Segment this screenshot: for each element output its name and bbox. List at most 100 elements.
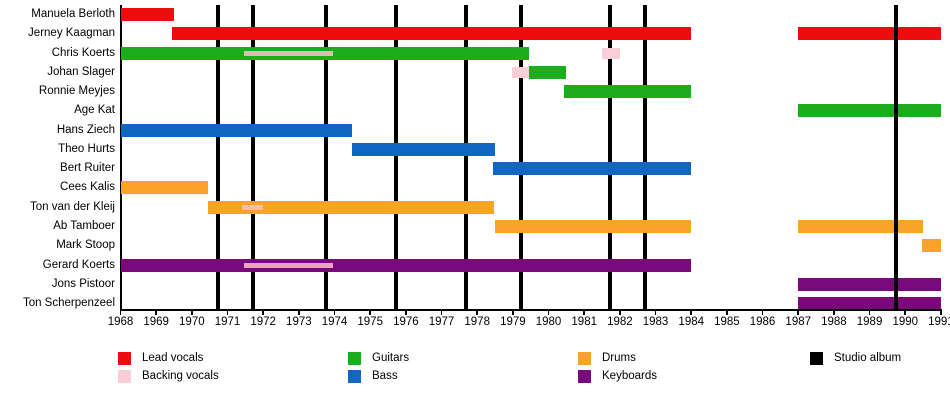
x-axis-tick — [654, 311, 657, 315]
member-row-label: Chris Koerts — [51, 46, 115, 59]
legend-label-studio_album: Studio album — [834, 352, 902, 364]
x-axis-tick — [761, 311, 764, 315]
y-axis-line — [120, 5, 122, 309]
member-row-label: Jerney Kaagman — [28, 27, 115, 40]
member-bar-drums — [921, 239, 941, 253]
member-bar-lead_vocals — [172, 27, 692, 41]
x-axis-tick — [119, 311, 122, 315]
studio-album-line — [250, 5, 255, 309]
member-row-label: Mark Stoop — [56, 239, 115, 252]
member-bar-backing_vocals — [511, 66, 530, 78]
legend-swatch-bass — [348, 370, 361, 383]
legend-label-lead_vocals: Lead vocals — [142, 352, 204, 364]
x-axis-year-label: 1990 — [892, 316, 919, 328]
member-bar-drums — [495, 219, 692, 233]
x-axis-year-label: 1980 — [535, 316, 562, 328]
x-axis-tick — [868, 311, 871, 315]
member-row-label: Ton Scherpenzeel — [22, 297, 115, 310]
x-axis-tick — [333, 311, 336, 315]
member-row-label: Ab Tamboer — [53, 219, 115, 232]
x-axis-year-label: 1972 — [250, 316, 276, 328]
x-axis-tick — [405, 311, 407, 315]
studio-album-line — [323, 5, 328, 309]
x-axis-year-label: 1987 — [785, 316, 812, 328]
member-row-label: Ton van der Kleij — [29, 200, 115, 213]
x-axis-tick — [262, 311, 264, 315]
legend-swatch-backing_vocals — [118, 370, 131, 383]
x-axis-year-label: 1975 — [357, 316, 383, 328]
x-axis-tick — [547, 311, 550, 315]
member-bar-drums — [798, 219, 923, 233]
x-axis-year-label: 1981 — [571, 316, 597, 328]
member-row-label: Bert Ruiter — [60, 162, 115, 175]
x-axis-tick — [904, 311, 906, 315]
member-row-label: Theo Hurts — [58, 142, 115, 155]
member-bar-lead_vocals — [798, 27, 941, 41]
x-axis-tick — [690, 311, 692, 315]
legend-label-backing_vocals: Backing vocals — [142, 370, 219, 382]
studio-album-line — [607, 5, 612, 309]
x-axis-tick — [191, 311, 193, 315]
x-axis-year-label: 1971 — [214, 316, 241, 328]
x-axis-tick — [298, 311, 300, 315]
backing-vocals-stripe — [241, 204, 264, 210]
member-bar-drums — [120, 181, 208, 195]
x-axis-tick — [476, 311, 478, 315]
x-axis-year-label: 1973 — [286, 316, 312, 328]
x-axis-year-label: 1988 — [821, 316, 847, 328]
member-row-label: Jons Pistoor — [51, 277, 115, 290]
legend-swatch-drums — [578, 352, 591, 365]
legend-label-bass: Bass — [372, 370, 398, 382]
member-bar-keyboards — [798, 277, 941, 291]
x-axis-tick — [369, 311, 371, 315]
x-axis-year-label: 1974 — [321, 316, 348, 328]
legend-label-guitars: Guitars — [372, 352, 410, 364]
x-axis-tick — [797, 311, 799, 315]
x-axis-tick — [583, 311, 585, 315]
studio-album-line — [464, 5, 469, 309]
member-bar-bass — [493, 162, 692, 176]
x-axis-tick — [833, 311, 835, 315]
member-row-label: Age Kat — [74, 104, 115, 117]
member-bar-bass — [120, 123, 352, 137]
x-axis-tick — [940, 311, 942, 315]
member-bar-keyboards — [798, 297, 941, 311]
x-axis-tick — [512, 311, 514, 315]
member-row-label: Manuela Berloth — [31, 8, 115, 20]
x-axis-year-label: 1969 — [143, 316, 169, 328]
x-axis-line — [120, 309, 942, 311]
member-bar-keyboards — [120, 258, 692, 272]
x-axis-year-label: 1982 — [607, 316, 633, 328]
x-axis-year-label: 1978 — [464, 316, 490, 328]
member-row-label: Cees Kalis — [60, 181, 115, 194]
x-axis-year-label: 1991 — [928, 316, 950, 328]
member-bar-drums — [207, 200, 494, 214]
x-axis-tick — [226, 311, 229, 315]
member-row-label: Ronnie Meyjes — [38, 85, 115, 98]
legend-label-keyboards: Keyboards — [602, 370, 657, 382]
legend-swatch-keyboards — [578, 370, 591, 383]
x-axis-year-label: 1985 — [714, 316, 740, 328]
member-bar-guitars — [798, 104, 941, 118]
x-axis-year-label: 1979 — [500, 316, 526, 328]
x-axis-tick — [155, 311, 157, 315]
x-axis-tick — [440, 311, 443, 315]
studio-album-line — [393, 5, 398, 309]
studio-album-line — [518, 5, 523, 309]
x-axis-year-label: 1977 — [428, 316, 455, 328]
legend-swatch-studio_album — [810, 352, 823, 365]
studio-album-line — [893, 5, 898, 309]
member-row-label: Johan Slager — [47, 65, 115, 78]
member-row-label: Gerard Koerts — [42, 258, 115, 271]
x-axis-year-label: 1968 — [107, 316, 134, 328]
x-axis-year-label: 1986 — [749, 316, 776, 328]
member-bar-guitars — [529, 65, 566, 79]
member-bar-guitars — [564, 85, 692, 99]
legend-swatch-guitars — [348, 352, 361, 365]
member-bar-bass — [351, 142, 495, 156]
x-axis-year-label: 1983 — [642, 316, 669, 328]
x-axis-year-label: 1989 — [856, 316, 883, 328]
x-axis-tick — [619, 311, 621, 315]
backing-vocals-stripe — [243, 262, 333, 268]
